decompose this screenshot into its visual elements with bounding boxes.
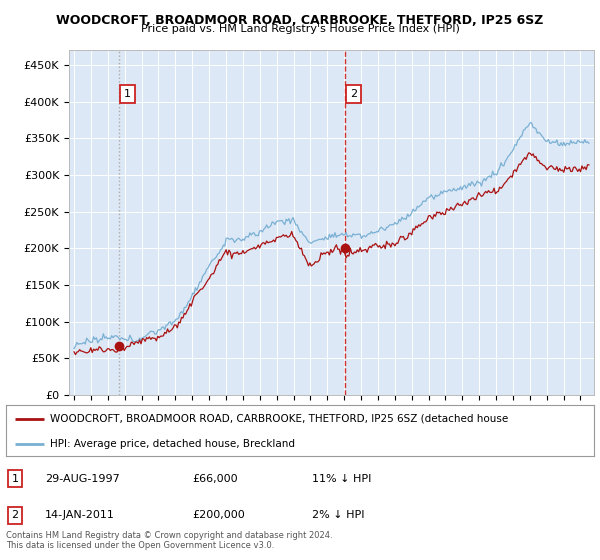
Text: 2: 2 [11, 510, 19, 520]
Text: 1: 1 [11, 474, 19, 484]
Text: Price paid vs. HM Land Registry's House Price Index (HPI): Price paid vs. HM Land Registry's House … [140, 24, 460, 34]
Text: £66,000: £66,000 [192, 474, 238, 484]
Text: WOODCROFT, BROADMOOR ROAD, CARBROOKE, THETFORD, IP25 6SZ (detached house: WOODCROFT, BROADMOOR ROAD, CARBROOKE, TH… [50, 414, 508, 424]
Text: HPI: Average price, detached house, Breckland: HPI: Average price, detached house, Brec… [50, 438, 295, 449]
Text: WOODCROFT, BROADMOOR ROAD, CARBROOKE, THETFORD, IP25 6SZ: WOODCROFT, BROADMOOR ROAD, CARBROOKE, TH… [56, 14, 544, 27]
Text: 2: 2 [350, 90, 357, 99]
Text: Contains HM Land Registry data © Crown copyright and database right 2024.
This d: Contains HM Land Registry data © Crown c… [6, 530, 332, 550]
Text: £200,000: £200,000 [192, 510, 245, 520]
Text: 14-JAN-2011: 14-JAN-2011 [45, 510, 115, 520]
Text: 29-AUG-1997: 29-AUG-1997 [45, 474, 120, 484]
Text: 1: 1 [124, 90, 131, 99]
Text: 2% ↓ HPI: 2% ↓ HPI [312, 510, 365, 520]
Text: 11% ↓ HPI: 11% ↓ HPI [312, 474, 371, 484]
